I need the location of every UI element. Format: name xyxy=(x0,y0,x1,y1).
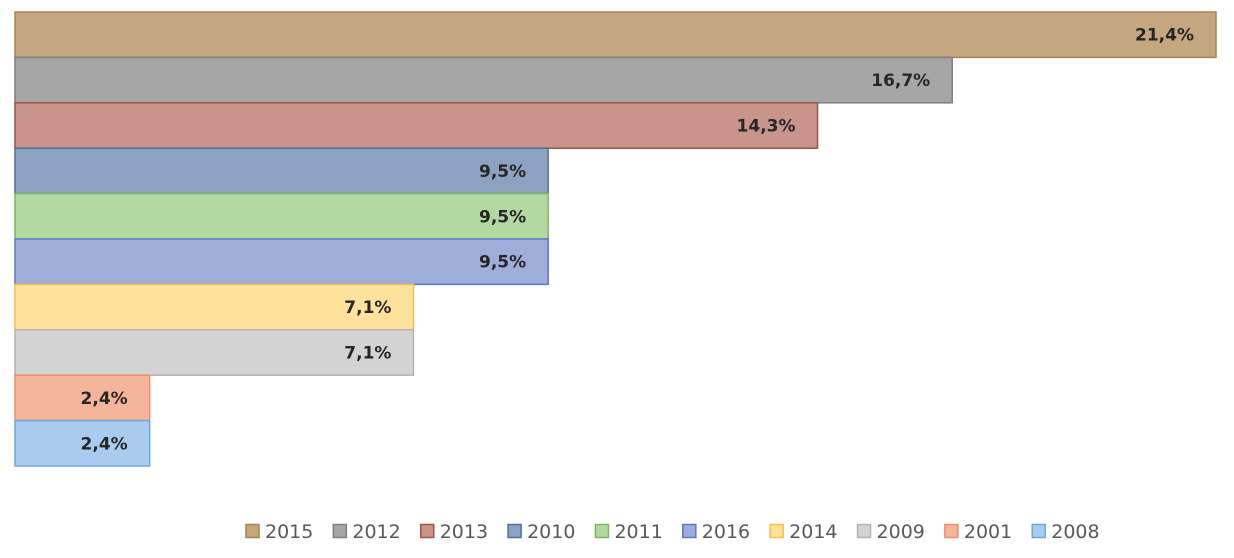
legend-item-2013: 2013 xyxy=(419,521,488,543)
bar-label-2008: 2,4% xyxy=(81,434,128,454)
legend-label-2010: 2010 xyxy=(527,521,575,543)
bar-2012 xyxy=(14,56,953,104)
legend-swatch-2016 xyxy=(682,523,697,539)
bar-label-2011: 9,5% xyxy=(479,207,526,227)
legend: 2015 2012 2013 2010 2011 2016 2014 2009 2001 2008 xyxy=(245,521,1100,543)
bar-2011 xyxy=(14,192,549,240)
bar-2016 xyxy=(14,238,549,286)
legend-swatch-2015 xyxy=(245,523,260,539)
legend-swatch-2001 xyxy=(944,523,959,539)
bar-2013 xyxy=(14,102,819,149)
legend-item-2008: 2008 xyxy=(1031,521,1100,543)
legend-swatch-2011 xyxy=(594,523,610,539)
bar-label-2012: 16,7% xyxy=(871,71,930,91)
legend-label-2008: 2008 xyxy=(1051,521,1099,543)
bar-2008 xyxy=(14,419,151,467)
legend-label-2016: 2016 xyxy=(702,521,750,543)
legend-label-2011: 2011 xyxy=(614,521,662,543)
legend-item-2010: 2010 xyxy=(507,521,575,543)
legend-item-2012: 2012 xyxy=(332,521,401,543)
legend-swatch-2009 xyxy=(856,523,872,539)
legend-label-2012: 2012 xyxy=(352,521,400,543)
bar-2010 xyxy=(14,147,549,195)
legend-swatch-2012 xyxy=(332,523,348,539)
legend-item-2001: 2001 xyxy=(944,521,1012,543)
legend-swatch-2010 xyxy=(507,523,522,539)
legend-swatch-2008 xyxy=(1031,523,1046,539)
legend-swatch-2013 xyxy=(419,523,435,539)
bar-label-2009: 7,1% xyxy=(344,344,391,364)
legend-item-2009: 2009 xyxy=(856,521,925,543)
bar-label-2015: 21,4% xyxy=(1135,26,1194,46)
legend-item-2015: 2015 xyxy=(245,521,313,543)
legend-label-2013: 2013 xyxy=(440,521,488,543)
legend-item-2011: 2011 xyxy=(594,521,663,543)
bar-2009 xyxy=(14,329,415,376)
bar-label-2001: 2,4% xyxy=(81,389,128,409)
bar-label-2013: 14,3% xyxy=(737,117,796,137)
bar-2015 xyxy=(14,11,1217,59)
bar-label-2014: 7,1% xyxy=(344,298,391,318)
legend-item-2014: 2014 xyxy=(769,521,838,543)
bars-group: 21,4% 16,7% 14,3% 9,5% 9,5% 9,5% 7,1% 7,1% 2,4% 2… xyxy=(14,11,1217,467)
legend-item-2016: 2016 xyxy=(682,521,750,543)
bar-label-2010: 9,5% xyxy=(479,162,526,182)
legend-label-2009: 2009 xyxy=(877,521,925,543)
bar-2014 xyxy=(14,283,415,331)
legend-swatch-2014 xyxy=(769,523,784,539)
legend-label-2014: 2014 xyxy=(789,521,837,543)
legend-label-2015: 2015 xyxy=(265,521,313,543)
legend-label-2001: 2001 xyxy=(964,521,1012,543)
bar-label-2016: 9,5% xyxy=(479,253,526,273)
